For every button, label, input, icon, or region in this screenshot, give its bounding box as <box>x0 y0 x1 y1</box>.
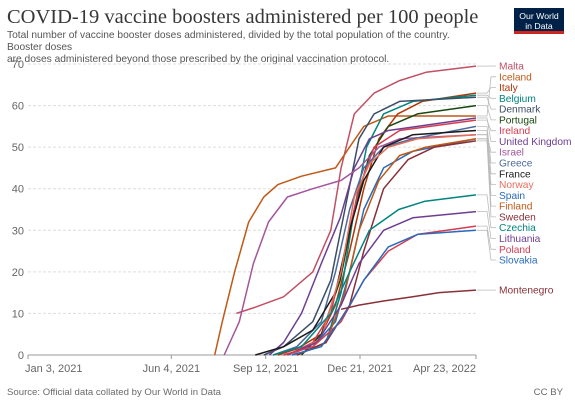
series-lines <box>213 65 477 356</box>
legend-label[interactable]: Montenegro <box>499 286 554 297</box>
legend-label[interactable]: United Kingdom <box>499 137 572 148</box>
x-tick-label: Jan 3, 2021 <box>25 363 83 375</box>
series-line-malta[interactable] <box>236 65 477 315</box>
subtitle-line-1: Total number of vaccine booster doses ad… <box>7 30 450 53</box>
legend-connector <box>477 105 496 121</box>
series-line-czechia[interactable] <box>272 194 477 356</box>
legend-connector <box>477 87 496 94</box>
legend-connector <box>477 76 496 117</box>
series-line-finland[interactable] <box>296 138 477 356</box>
series-line-poland[interactable] <box>283 225 477 356</box>
x-tick-label: Dec 21, 2021 <box>327 363 392 375</box>
legend-label[interactable]: Portugal <box>499 115 537 126</box>
y-tick-label: 60 <box>12 101 24 113</box>
legend-label[interactable]: Greece <box>499 159 533 170</box>
series-line-lithuania[interactable] <box>287 210 477 356</box>
x-axis-ticks: Jan 3, 2021 Jun 4, 2021 Sep 12, 2021 Dec 21… <box>25 355 477 375</box>
legend-label[interactable]: Israel <box>499 148 524 159</box>
series-line-ireland[interactable] <box>287 119 477 356</box>
series-line-montenegro[interactable] <box>340 289 477 311</box>
legend-label[interactable]: Lithuania <box>499 234 541 245</box>
y-tick-label: 10 <box>12 308 24 320</box>
legend-connector <box>477 96 496 110</box>
series-line-italy[interactable] <box>277 92 477 356</box>
x-tick-label: Apr 23, 2022 <box>413 363 476 375</box>
series-line-greece[interactable] <box>272 125 477 356</box>
x-tick-label: Sep 12, 2021 <box>233 363 298 375</box>
legend-connector <box>477 130 496 175</box>
source-note[interactable]: Source: Official data collated by Our Wo… <box>7 387 222 398</box>
x-tick-label: Jun 4, 2021 <box>143 363 201 375</box>
legend-label[interactable]: Sweden <box>499 212 536 223</box>
y-tick-label: 30 <box>12 225 24 237</box>
legend-connector <box>477 138 496 207</box>
y-tick-label: 40 <box>12 184 24 196</box>
legend-connector <box>477 229 496 261</box>
legend: MaltaIcelandItalyBelgiumDenmarkPortugalI… <box>477 62 572 297</box>
legend-connector <box>477 126 496 164</box>
series-line-norway[interactable] <box>291 133 477 356</box>
legend-connector <box>477 134 496 185</box>
legend-label[interactable]: Iceland <box>499 72 532 83</box>
y-tick-label: 50 <box>12 142 24 154</box>
series-line-slovakia[interactable] <box>291 229 477 356</box>
legend-connector <box>477 140 496 218</box>
logo-line-1: Our World <box>519 11 559 21</box>
legend-label[interactable]: Finland <box>499 202 533 213</box>
legend-label[interactable]: Malta <box>499 62 524 73</box>
logo-line-2: in Data <box>525 21 553 31</box>
legend-connector <box>477 211 496 239</box>
legend-label[interactable]: Czechia <box>499 223 536 234</box>
grid-lines <box>28 63 476 356</box>
legend-label[interactable]: Norway <box>499 180 534 191</box>
legend-connector <box>477 94 496 99</box>
y-tick-label: 20 <box>12 267 24 279</box>
legend-connector <box>477 194 496 229</box>
series-line-sweden[interactable] <box>296 140 477 356</box>
series-line-israel[interactable] <box>223 133 477 356</box>
legend-label[interactable]: Spain <box>499 191 525 202</box>
legend-label[interactable]: France <box>499 169 531 180</box>
chart-subtitle: Total number of vaccine booster doses ad… <box>7 30 487 66</box>
owid-logo[interactable]: Our World in Data <box>514 8 564 34</box>
legend-label[interactable]: Poland <box>499 245 531 256</box>
legend-connector <box>477 119 496 132</box>
legend-connector <box>477 134 496 153</box>
series-line-united-kingdom[interactable] <box>268 117 477 356</box>
legend-label[interactable]: Belgium <box>499 94 536 105</box>
legend-label[interactable]: Denmark <box>499 105 541 116</box>
series-line-france[interactable] <box>255 129 477 356</box>
license-link[interactable]: CC BY <box>533 387 563 398</box>
legend-label[interactable]: Ireland <box>499 126 530 137</box>
legend-connector <box>477 117 496 142</box>
y-tick-label: 70 <box>12 59 24 71</box>
subtitle-line-2: are doses administered beyond those pres… <box>7 54 390 65</box>
legend-label[interactable]: Slovakia <box>499 256 538 267</box>
y-axis-ticks: 0 10 20 30 40 50 60 70 <box>12 59 24 362</box>
y-tick-label: 0 <box>18 350 24 362</box>
legend-label[interactable]: Italy <box>499 83 519 94</box>
series-line-denmark[interactable] <box>263 96 477 356</box>
legend-connector <box>477 225 496 250</box>
chart-title: COVID-19 vaccine boosters administered p… <box>7 6 479 28</box>
legend-connector <box>477 138 496 196</box>
